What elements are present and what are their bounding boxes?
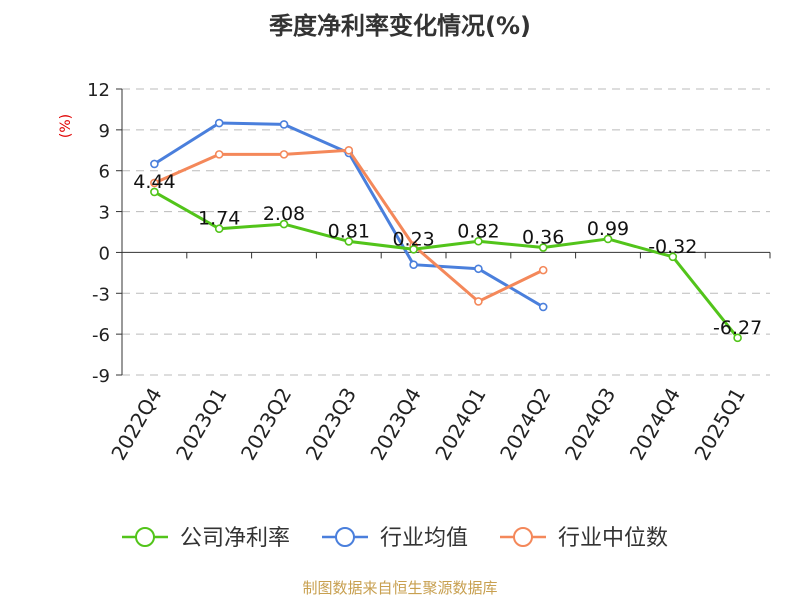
x-tick-label: 2023Q1	[171, 384, 231, 465]
data-point	[409, 260, 418, 269]
data-point	[538, 243, 548, 252]
data-point	[279, 150, 289, 159]
y-tick-label: 6	[99, 162, 110, 183]
y-tick-label: -3	[92, 284, 110, 305]
data-labels: 4.44 1.74 2.08 0.81 0.23 0.82 0.36 0.99 -0.32 -6.…	[133, 171, 762, 339]
legend-marker	[335, 527, 355, 547]
legend-marker	[513, 527, 533, 547]
legend-label: 公司净利率	[180, 526, 290, 551]
x-tick-label: 2024Q2	[495, 384, 555, 465]
data-point	[733, 333, 742, 343]
series-0	[150, 187, 742, 343]
data-point	[214, 118, 224, 128]
source-note: 制图数据来自恒生聚源数据库	[302, 579, 497, 597]
data-point	[150, 178, 159, 188]
x-tick-label: 2023Q4	[365, 384, 425, 465]
data-label: 0.82	[457, 220, 499, 242]
y-tick-label: 0	[99, 243, 110, 264]
legend-label: 行业中位数	[558, 526, 668, 551]
x-tick-label: 2024Q4	[625, 384, 685, 465]
x-tick-label: 2023Q2	[236, 384, 296, 465]
y-axis-label: (%)	[58, 114, 74, 138]
data-point	[668, 252, 678, 262]
y-tick-label: -6	[92, 325, 110, 346]
data-label: 0.99	[587, 218, 629, 240]
data-point	[474, 264, 483, 274]
x-tick-label: 2024Q3	[560, 384, 620, 465]
legend-item: 行业均值	[322, 526, 468, 551]
data-label: 2.08	[263, 203, 305, 225]
y-tick-label: 3	[99, 203, 110, 224]
series-line	[153, 190, 739, 339]
x-tick-label: 2022Q4	[106, 384, 166, 465]
x-tick-label: 2025Q1	[689, 384, 749, 465]
data-label: -0.32	[648, 236, 697, 258]
data-point	[344, 145, 354, 155]
legend-marker	[135, 527, 155, 547]
series-2	[150, 145, 548, 306]
x-tick-label: 2024Q1	[430, 384, 490, 465]
data-point	[474, 236, 483, 246]
y-tick-label: -9	[92, 366, 110, 387]
data-point	[214, 224, 224, 234]
data-label: 0.81	[328, 220, 370, 242]
data-point	[344, 237, 354, 246]
data-point	[474, 297, 483, 306]
y-tick-label: 9	[99, 121, 110, 142]
data-point	[603, 234, 613, 244]
chart-title: 季度净利率变化情况(%)	[269, 12, 531, 40]
data-label: 0.36	[522, 227, 564, 249]
data-point	[150, 159, 159, 169]
data-point	[409, 244, 418, 254]
legend-label: 行业均值	[380, 526, 468, 551]
legend-item: 公司净利率	[122, 526, 290, 551]
data-label: 4.44	[133, 171, 175, 193]
data-label: -6.27	[713, 317, 762, 339]
series-layer	[150, 118, 742, 343]
data-label: 1.74	[198, 208, 240, 230]
data-point	[150, 187, 159, 197]
data-label: 0.23	[392, 228, 434, 250]
data-point	[279, 219, 289, 229]
data-point	[279, 120, 289, 129]
y-tick-label: 12	[87, 80, 110, 101]
grid	[122, 88, 770, 376]
x-tick-label: 2023Q3	[301, 384, 361, 465]
legend: 公司净利率 行业均值 行业中位数	[122, 526, 668, 551]
data-point	[538, 265, 548, 275]
data-point	[538, 302, 548, 312]
legend-item: 行业中位数	[500, 526, 668, 551]
data-point	[214, 150, 224, 159]
